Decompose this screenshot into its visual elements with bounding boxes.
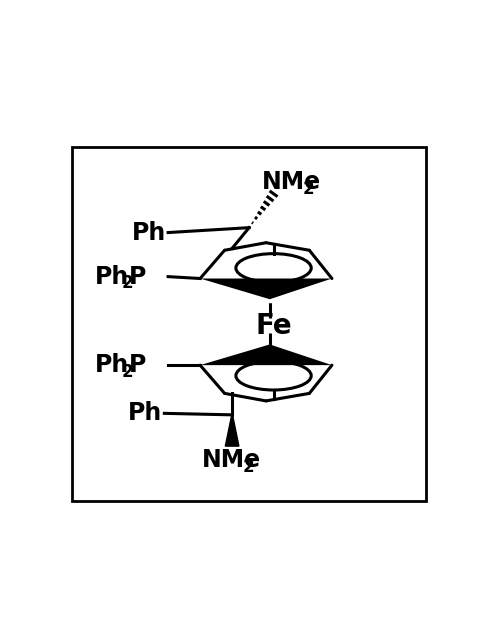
Text: 2: 2 [122,274,133,292]
Polygon shape [200,278,332,299]
Polygon shape [200,344,332,365]
Text: Ph: Ph [128,401,162,426]
Text: Ph: Ph [95,265,129,288]
Text: Ph: Ph [132,221,166,245]
Polygon shape [226,415,239,446]
Text: P: P [129,265,147,288]
Text: 2: 2 [122,363,133,381]
Text: P: P [129,353,147,377]
Text: Fe: Fe [255,312,292,340]
Text: NMe: NMe [262,171,321,194]
Text: Ph: Ph [95,353,129,377]
Text: 2: 2 [243,458,254,476]
Text: 2: 2 [303,180,314,198]
Text: NMe: NMe [202,448,261,472]
